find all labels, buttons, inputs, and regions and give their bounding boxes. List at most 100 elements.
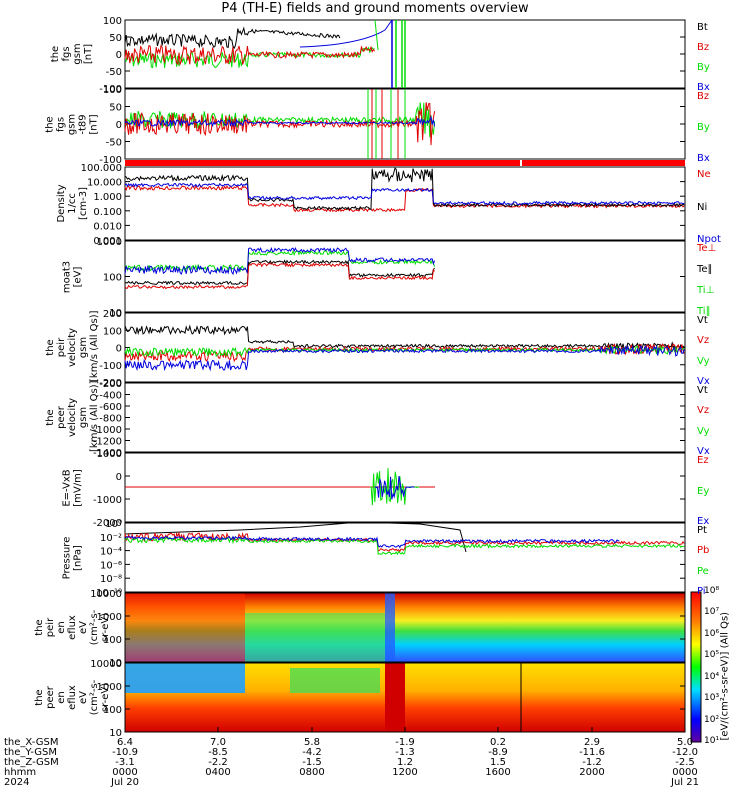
y-tick-label-1-0: 100: [103, 85, 122, 96]
legend-5-2: Vy: [697, 425, 710, 437]
y-tick-label-8-0: 10000: [90, 589, 122, 600]
y-tick-label-4-1: 100: [103, 326, 122, 337]
series-By-1: [124, 102, 436, 138]
y-tick-label-7-5: 10⁻¹⁰: [96, 588, 122, 599]
legend-2-1: Ni: [697, 201, 708, 213]
panel-frame-5: [124, 382, 686, 453]
y-axis-label-9: the peer en eflux eV (cm²-s-sr-eV): [33, 679, 111, 716]
legend-7-1: Pb: [697, 545, 710, 557]
x-row-label-0: the_X-GSM: [4, 737, 59, 748]
x-row-3-col-5: 2000: [579, 767, 605, 778]
x-row-0-col-1: 7.0: [210, 737, 226, 748]
legend-4-2: Vy: [697, 355, 710, 367]
x-row-4-col-0: Jul 20: [111, 777, 139, 788]
chart-title: P4 (TH-E) fields and ground moments over…: [221, 1, 529, 16]
y-tick-label-4-4: -200: [99, 378, 122, 389]
y-tick-label-4-2: 0: [116, 344, 122, 355]
y-axis-label-5: the peer velocity gsm [km/s (All Qs)]: [44, 380, 100, 452]
legend-4-1: Vz: [697, 335, 710, 347]
legend-1-1: By: [697, 122, 710, 133]
x-row-2-col-5: -1.2: [582, 757, 602, 768]
colorbar-tick-4: 10⁴: [704, 671, 720, 682]
series-Vt-i: [124, 324, 685, 350]
legend-2-0: Ne: [697, 169, 711, 180]
x-row-0-col-6: 5.0: [677, 737, 693, 748]
y-tick-label-5-2: -600: [99, 402, 122, 413]
x-row-2-col-3: 1.2: [397, 757, 413, 768]
y-tick-label-2-2: 1.000: [93, 192, 122, 203]
x-row-2-col-2: -1.5: [302, 757, 322, 768]
spectrogram-ion-green: [245, 613, 385, 662]
y-tick-label-5-6: -1400: [93, 448, 122, 459]
legend-3-3: Ti∥: [697, 306, 711, 317]
y-axis-label-8: the peir en eflux eV (cm²-s-sr-eV): [33, 609, 111, 646]
y-tick-label-7-2: 10⁻⁴: [100, 547, 122, 558]
y-tick-label-5-5: -1200: [93, 437, 122, 448]
series-Vy-i: [124, 344, 685, 358]
y-tick-label-0-3: -50: [106, 67, 122, 78]
colorbar-tick-2: 10⁶: [704, 628, 720, 639]
x-row-2-col-4: 1.5: [490, 757, 506, 768]
legend-2-2: Npot: [697, 234, 721, 245]
legend-0-0: Bt: [697, 22, 708, 33]
y-tick-label-0-2: 0: [116, 50, 122, 61]
y-tick-label-5-3: -800: [99, 414, 122, 425]
y-axis-label-7: Pressure [nPa]: [61, 536, 83, 579]
x-row-0-col-2: 5.8: [304, 737, 320, 748]
y-axis-label-0: the fgs gsm [nT]: [50, 43, 94, 65]
y-tick-label-1-3: -50: [106, 138, 122, 149]
colorbar-tick-5: 10³: [704, 693, 720, 704]
x-row-label-4: 2024: [4, 777, 30, 788]
y-axis-label-3: moat3 [eV]: [61, 260, 83, 293]
colorbar-tick-7: 10¹: [704, 736, 720, 746]
x-row-1-col-4: -8.9: [488, 747, 508, 758]
panel-frame-3: [124, 240, 686, 313]
legend-7-3: Pi: [697, 586, 706, 597]
y-tick-label-4-3: -100: [99, 361, 122, 372]
y-tick-label-8-3: 10: [109, 658, 122, 669]
y-tick-label-0-1: 50: [109, 33, 122, 44]
panel-frame-8: [124, 592, 686, 663]
series-Bt-0: [124, 26, 341, 50]
x-row-1-col-6: -12.0: [672, 747, 698, 758]
y-tick-label-3-0: 1000: [97, 237, 122, 248]
legend-7-2: Pe: [697, 565, 709, 577]
y-axis-label-4: the peir velocity gsm [km/s (All Qs)]: [44, 310, 100, 382]
colorbar: [690, 591, 702, 743]
y-tick-label-7-3: 10⁻⁶: [100, 560, 122, 571]
x-row-3-col-2: 0800: [299, 767, 325, 778]
series-Bz-1: [124, 102, 436, 146]
x-row-0-col-4: 0.2: [490, 737, 506, 748]
y-tick-label-6-3: -2000: [93, 518, 122, 529]
spectrogram-ion-gap: [385, 593, 395, 662]
panel-frame-2: [124, 166, 686, 241]
series-By-rise: [374, 19, 379, 51]
colorbar-tick-0: 10⁸: [704, 586, 720, 596]
legend-4-3: Vx: [697, 376, 710, 387]
x-row-2-col-0: -3.1: [115, 757, 135, 768]
legend-3-2: Ti⊥: [697, 285, 715, 296]
series-Te-par: [124, 259, 435, 286]
y-tick-label-9-2: 100: [103, 705, 122, 716]
colorbar-tick-6: 10²: [704, 714, 720, 725]
colorbar-tick-1: 10⁷: [704, 607, 720, 618]
y-tick-label-1-4: -100: [99, 155, 122, 166]
panel-group: 100500-50-100100500-50-100100.00010.0001…: [81, 16, 686, 739]
status-bar: [125, 160, 520, 166]
series-Bx-1: [124, 115, 436, 128]
status-bar-right: [522, 160, 685, 166]
series-Ni: [124, 167, 685, 211]
x-row-2-col-6: -2.5: [675, 757, 695, 768]
series-Npot: [124, 182, 685, 206]
y-tick-label-2-0: 100.000: [81, 163, 122, 174]
colorbar-title: [eV/(cm²-s-sr-eV)] (All Qs): [719, 611, 731, 741]
x-row-label-2: the_Z-GSM: [4, 757, 59, 768]
panel-frame-7: [124, 522, 686, 593]
y-tick-label-9-3: 10: [109, 728, 122, 739]
x-row-2-col-1: -2.2: [208, 757, 228, 768]
spectrogram-electron-red: [385, 663, 405, 732]
y-axis-label-6: E=-VxB [mV/m]: [61, 468, 83, 507]
y-tick-label-8-1: 1000: [97, 612, 122, 623]
series-Vx-i: [124, 344, 685, 372]
